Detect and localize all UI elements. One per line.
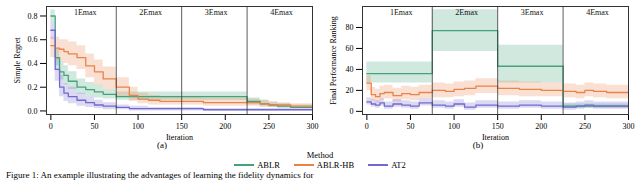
- svg-text:200: 200: [535, 122, 547, 131]
- svg-text:4Emax: 4Emax: [586, 8, 609, 17]
- svg-text:0: 0: [350, 107, 354, 116]
- svg-text:80: 80: [346, 23, 354, 32]
- svg-text:60: 60: [346, 44, 354, 53]
- html-text:Figure 1: An example illustrat: Figure 1: An example illustrating the ad…: [6, 170, 314, 180]
- svg-text:1Emax: 1Emax: [390, 8, 413, 17]
- html-text:AT2: AT2: [391, 160, 406, 170]
- svg-text:0.6: 0.6: [28, 35, 38, 44]
- svg-text:300: 300: [307, 122, 319, 131]
- svg-text:0.2: 0.2: [28, 83, 38, 92]
- svg-text:50: 50: [90, 122, 98, 131]
- svg-text:250: 250: [263, 122, 275, 131]
- svg-text:100: 100: [448, 122, 460, 131]
- svg-text:2Emax: 2Emax: [139, 8, 162, 17]
- svg-text:0: 0: [49, 122, 53, 131]
- svg-text:40: 40: [346, 65, 354, 74]
- svg-text:50: 50: [406, 122, 414, 131]
- svg-text:0.0: 0.0: [28, 106, 38, 115]
- svg-text:Final Performance Ranking: Final Performance Ranking: [329, 16, 338, 104]
- html-text:ABLR-HB: ABLR-HB: [316, 160, 355, 170]
- svg-text:150: 150: [492, 122, 504, 131]
- svg-text:0.8: 0.8: [28, 12, 38, 21]
- svg-text:200: 200: [219, 122, 231, 131]
- html-text:ABLR: ABLR: [257, 160, 280, 170]
- svg-text:20: 20: [346, 86, 354, 95]
- svg-text:3Emax: 3Emax: [205, 8, 228, 17]
- svg-text:250: 250: [579, 122, 591, 131]
- svg-text:1Emax: 1Emax: [74, 8, 97, 17]
- svg-text:100: 100: [132, 122, 144, 131]
- html-text:Method: Method: [306, 150, 334, 160]
- svg-text:Simple Regret: Simple Regret: [13, 37, 22, 84]
- svg-text:4Emax: 4Emax: [270, 8, 293, 17]
- svg-text:300: 300: [623, 122, 635, 131]
- svg-text:Iteration: Iteration: [166, 133, 193, 142]
- html-text:(a): (a): [157, 140, 167, 150]
- svg-text:150: 150: [176, 122, 188, 131]
- svg-text:Iteration: Iteration: [482, 133, 509, 142]
- svg-text:2Emax: 2Emax: [455, 8, 478, 17]
- svg-text:0.4: 0.4: [28, 59, 38, 68]
- html-text:(b): (b): [472, 140, 484, 150]
- svg-text:0: 0: [365, 122, 369, 131]
- svg-text:3Emax: 3Emax: [521, 8, 544, 17]
